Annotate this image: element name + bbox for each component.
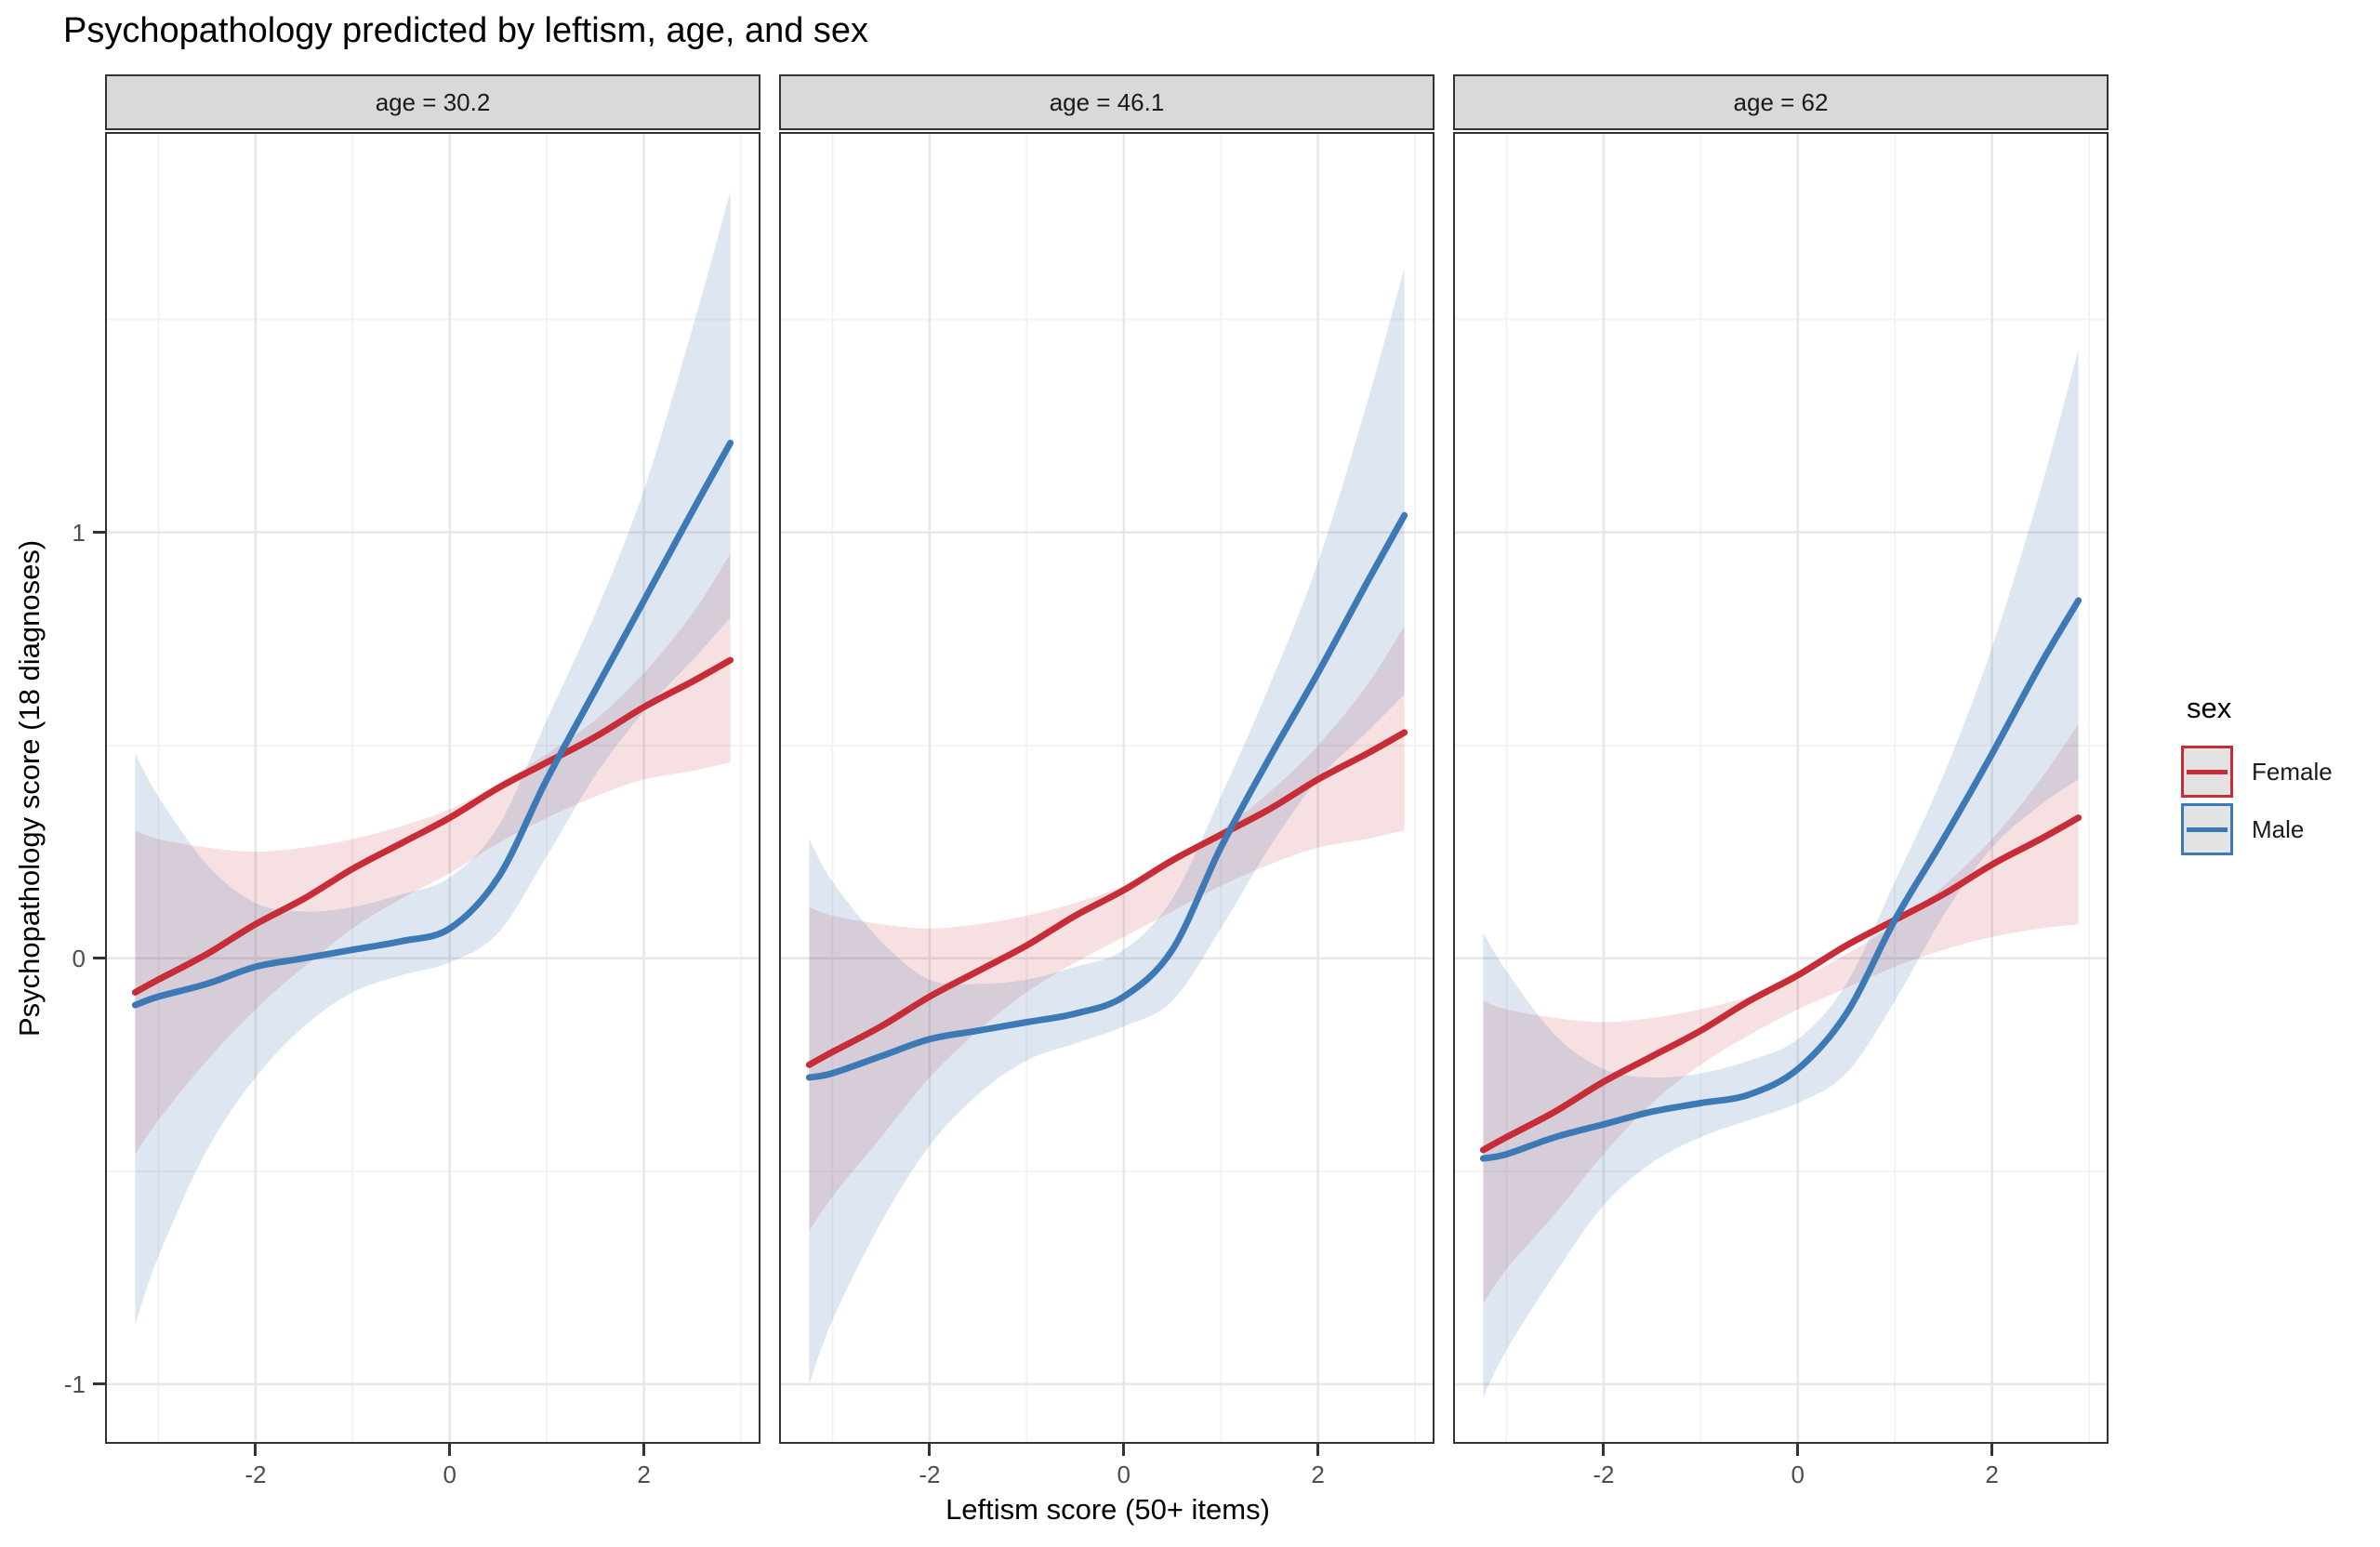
female-confidence-ribbon [135, 553, 731, 1155]
chart-title: Psychopathology predicted by leftism, ag… [63, 11, 869, 50]
facet-panel [1453, 132, 2109, 1444]
x-tick-label: 0 [1791, 1461, 1805, 1488]
legend-label-male: Male [2252, 814, 2305, 843]
female-trend-line [131, 656, 734, 996]
female-confidence-ribbon [809, 626, 1405, 1231]
y-tick-mark [93, 1382, 105, 1386]
y-tick-label: 0 [72, 944, 86, 972]
legend-key-female [2181, 746, 2233, 798]
x-tick-mark [1316, 1444, 1320, 1456]
legend-label-female: Female [2252, 757, 2333, 786]
y-tick-label: -1 [63, 1369, 86, 1398]
female-trend-line [1479, 814, 2082, 1154]
x-tick-label: 2 [1985, 1461, 1999, 1488]
female-line-swatch [2187, 769, 2228, 774]
x-tick-label: -2 [1593, 1461, 1615, 1488]
facet-plot [1455, 134, 2107, 1442]
facet-strip-label: age = 46.1 [1049, 87, 1165, 116]
x-tick-label: -2 [245, 1461, 267, 1488]
y-axis-title: Psychopathology score (18 diagnoses) [13, 539, 46, 1037]
facet-panel [779, 132, 1435, 1444]
x-tick-label: -2 [919, 1461, 941, 1488]
x-tick-mark [1602, 1444, 1606, 1456]
x-tick-label: 2 [1311, 1461, 1325, 1488]
facet-strip-label: age = 62 [1733, 87, 1829, 116]
x-tick-mark [1122, 1444, 1126, 1456]
y-tick-label: 1 [72, 518, 86, 547]
y-tick-mark [93, 531, 105, 535]
legend-title: sex [2187, 692, 2232, 724]
x-axis-title: Leftism score (50+ items) [945, 1493, 1270, 1526]
x-tick-label: 0 [443, 1461, 456, 1488]
legend-entry-male: Male [2181, 803, 2333, 855]
facet-strip: age = 62 [1453, 74, 2109, 130]
male-confidence-ribbon [1483, 349, 2079, 1397]
facet-plot [107, 134, 759, 1442]
facet-plot [781, 134, 1433, 1442]
female-confidence-ribbon [1483, 723, 2079, 1303]
male-confidence-ribbon [809, 268, 1405, 1384]
legend: sex Female Male [2181, 692, 2333, 861]
y-tick-mark [93, 957, 105, 960]
x-tick-mark [254, 1444, 258, 1456]
male-trend-line [1479, 597, 2082, 1162]
facet-strip-label: age = 30.2 [375, 87, 491, 116]
male-trend-line [131, 439, 734, 1009]
facet-strip: age = 30.2 [105, 74, 760, 130]
x-tick-mark [448, 1444, 452, 1456]
male-line-swatch [2187, 826, 2228, 832]
male-trend-line [805, 511, 1408, 1081]
x-tick-mark [642, 1444, 646, 1456]
male-confidence-ribbon [135, 192, 731, 1325]
x-tick-mark [928, 1444, 932, 1456]
x-tick-mark [1796, 1444, 1800, 1456]
facet-strip: age = 46.1 [779, 74, 1435, 130]
legend-entry-female: Female [2181, 746, 2333, 798]
x-tick-mark [1990, 1444, 1994, 1456]
facet-panel [105, 132, 760, 1444]
x-tick-label: 0 [1117, 1461, 1130, 1488]
legend-key-male [2181, 803, 2233, 855]
female-trend-line [805, 729, 1408, 1068]
x-tick-label: 2 [637, 1461, 651, 1488]
